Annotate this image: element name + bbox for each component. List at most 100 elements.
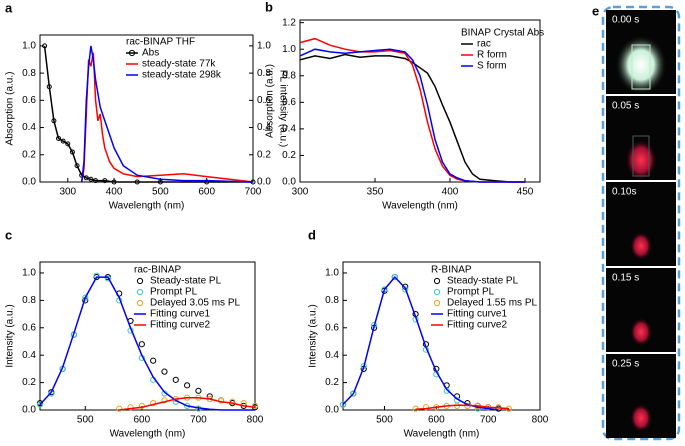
panel-label: e <box>592 3 599 18</box>
y-tick-label: 1.0 <box>22 41 36 52</box>
series-line <box>43 45 253 183</box>
data-point <box>56 135 62 141</box>
y-tick-label: 0.2 <box>22 377 36 388</box>
data-point <box>138 341 145 348</box>
y-tick-label: 0.0 <box>325 405 339 416</box>
data-point <box>161 368 168 375</box>
legend-label: Fitting curve1 <box>150 309 210 320</box>
legend-label: R form <box>477 50 507 61</box>
y-tick-label: 1.0 <box>282 44 296 55</box>
series-line <box>299 48 525 183</box>
data-point <box>60 138 66 144</box>
y-axis-label: Intensity (a.u.) <box>5 304 16 367</box>
legend-label: rac <box>477 39 491 50</box>
data-point <box>46 84 52 90</box>
y-tick-label: 0.2 <box>325 377 339 388</box>
data-point <box>184 382 191 389</box>
legend-label: Fitting curve2 <box>150 320 210 331</box>
plot-frame <box>342 261 541 411</box>
x-tick-label: 600 <box>428 415 445 426</box>
plot-frame <box>299 19 541 183</box>
data-point <box>195 387 202 394</box>
x-tick-label: 700 <box>190 415 207 426</box>
data-point <box>74 163 80 169</box>
data-point <box>102 178 108 184</box>
x-axis-label: Wavelength (nm) <box>109 201 185 212</box>
data-point <box>251 402 259 409</box>
legend-title: rac-BINAP <box>134 265 182 276</box>
x-tick-label: 700 <box>245 187 262 198</box>
x-axis-label: Wavelength (nm) <box>110 429 186 440</box>
x-tick-label: 300 <box>292 187 309 198</box>
x-tick-label: 400 <box>442 187 459 198</box>
data-point <box>111 179 117 185</box>
time-label: 0.00 s <box>612 15 639 26</box>
y2-tick-label: 0.4 <box>257 122 271 133</box>
legend-swatch <box>433 299 441 307</box>
x-tick-label: 800 <box>247 415 264 426</box>
legend-swatch <box>136 299 144 307</box>
series-line <box>299 53 525 183</box>
data-point <box>127 404 134 411</box>
y-tick-label: 0.8 <box>325 295 339 306</box>
y-tick-label: 0.8 <box>282 70 296 81</box>
series-line <box>415 404 509 411</box>
data-point <box>402 286 409 293</box>
x-tick-label: 700 <box>480 415 497 426</box>
y-tick-label: 0.0 <box>22 405 36 416</box>
y-tick-label: 0.2 <box>22 149 36 160</box>
x-axis-label: Wavelength (nm) <box>382 201 458 212</box>
data-point <box>391 273 398 281</box>
panel-label: d <box>308 227 316 242</box>
x-tick-label: 450 <box>517 187 534 198</box>
series-line <box>39 276 255 411</box>
legend-label: Abs <box>142 48 159 59</box>
y2-tick-label: 1.0 <box>257 41 271 52</box>
y2-axis-label: PL intensity (a.u.) <box>277 70 288 147</box>
data-point <box>339 401 347 408</box>
x-tick-label: 800 <box>532 415 549 426</box>
data-point <box>93 178 99 184</box>
x-tick-label: 300 <box>59 187 76 198</box>
time-label: 0.25 s <box>612 359 639 370</box>
glow <box>630 317 652 347</box>
legend-swatch <box>433 288 441 296</box>
legend-title: rac-BINAP THF <box>126 37 195 48</box>
y-tick-label: 1.0 <box>22 268 36 279</box>
series-line <box>119 396 256 411</box>
legend-label: Fitting curve1 <box>447 309 507 320</box>
legend-label: steady-state 298k <box>142 70 222 81</box>
y-tick-label: 1.2 <box>282 17 296 28</box>
y-tick-label: 0.6 <box>282 97 296 108</box>
time-label: 0.10s <box>612 187 636 198</box>
legend-label: Prompt PL <box>150 287 198 298</box>
data-point <box>83 175 89 181</box>
y-axis-label: Intensity (a.u.) <box>308 304 319 367</box>
y-tick-label: 0.6 <box>22 95 36 106</box>
x-tick-label: 600 <box>133 415 150 426</box>
data-point <box>82 294 89 301</box>
data-point <box>69 149 75 155</box>
data-point <box>350 390 357 397</box>
legend-swatch <box>136 277 144 285</box>
legend-label: Steady-state PL <box>150 276 222 287</box>
y-tick-label: 0.4 <box>22 122 36 133</box>
y2-tick-label: 0.0 <box>257 177 271 188</box>
glow <box>615 35 667 95</box>
x-tick-label: 500 <box>376 415 393 426</box>
x-tick-label: 400 <box>106 187 123 198</box>
legend-label: Prompt PL <box>447 287 495 298</box>
x-tick-label: 500 <box>77 415 94 426</box>
legend-label: Steady-state PL <box>447 276 519 287</box>
legend-label: S form <box>477 61 506 72</box>
panel-label: a <box>5 0 13 15</box>
y-tick-label: 0.6 <box>22 322 36 333</box>
x-axis-label: Wavelength (nm) <box>404 429 480 440</box>
data-point <box>88 176 94 182</box>
y2-tick-label: 0.8 <box>257 68 271 79</box>
glow <box>630 403 652 433</box>
legend-label: Fitting curve2 <box>447 320 507 331</box>
x-tick-label: 600 <box>198 187 215 198</box>
legend-title: BINAP Crystal Abs <box>461 28 544 39</box>
